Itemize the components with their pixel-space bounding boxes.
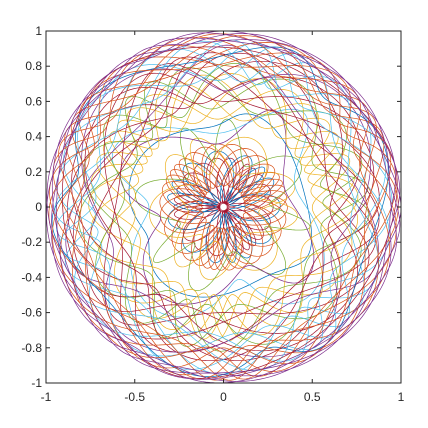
- x-tick-label: -0.5: [124, 390, 145, 404]
- y-tick-label: 0: [35, 200, 42, 214]
- x-tick-label: 0: [220, 390, 227, 404]
- x-tick-label: 1: [398, 390, 405, 404]
- y-tick-label: -1: [31, 376, 42, 390]
- y-tick-label: -0.2: [21, 235, 42, 249]
- x-tick-label: 0.5: [304, 390, 321, 404]
- series-curve-16: [61, 46, 398, 379]
- y-tick-label: 0.4: [25, 130, 42, 144]
- series-curve-5: [135, 118, 311, 292]
- series-curve-2: [167, 150, 281, 264]
- series-curve-17: [46, 30, 402, 384]
- series-curve-10: [78, 63, 370, 352]
- x-tick-label: -1: [41, 390, 52, 404]
- series-curve-8: [111, 108, 325, 318]
- y-tick-label: 0.2: [25, 165, 42, 179]
- y-tick-label: 0.6: [25, 94, 42, 108]
- series-curve-14: [51, 46, 389, 377]
- series-curve-4: [149, 136, 298, 280]
- series-curve-3: [159, 143, 288, 271]
- series-curve-6: [128, 113, 313, 298]
- y-tick-label: -0.4: [21, 270, 42, 284]
- series-curve-9: [88, 73, 359, 341]
- series-curve-7: [119, 109, 315, 305]
- series-curve-11: [67, 52, 380, 362]
- ticks-layer: -1 -0.5 0 0.5 1 -1 -0.8 -0.6 -0.4 -0.2 0 0.2 0.4 0.6 0…: [21, 24, 404, 404]
- y-tick-label: 1: [35, 24, 42, 38]
- curves-layer: [46, 30, 402, 384]
- y-tick-label: -0.8: [21, 341, 42, 355]
- series-curve-15: [48, 33, 399, 381]
- y-tick-label: 0.8: [25, 59, 42, 73]
- y-tick-label: -0.6: [21, 306, 42, 320]
